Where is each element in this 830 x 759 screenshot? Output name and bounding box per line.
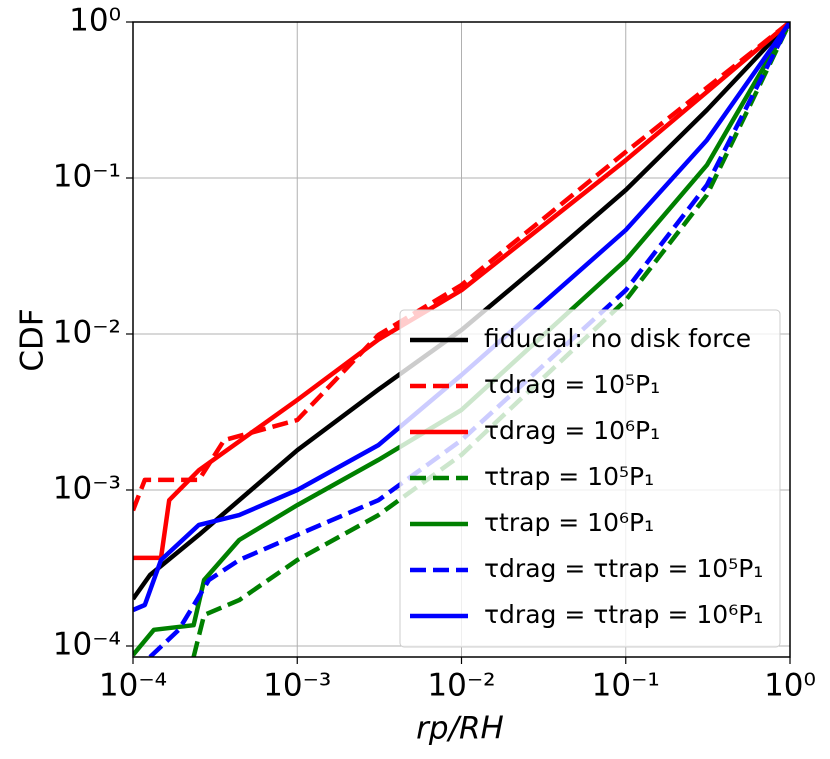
legend-label: τdrag = 10⁶P₁ bbox=[484, 416, 660, 445]
series-line bbox=[133, 22, 790, 512]
plot-lines bbox=[133, 22, 790, 657]
y-tick-label: 10⁻¹ bbox=[53, 158, 121, 194]
y-tick-label: 10⁻² bbox=[53, 314, 121, 350]
legend-label: τdrag = 10⁵P₁ bbox=[484, 370, 660, 399]
series-line bbox=[133, 22, 790, 657]
legend-box bbox=[399, 309, 781, 648]
y-tick-label: 10⁻³ bbox=[53, 470, 121, 506]
plot-frame bbox=[132, 21, 791, 658]
series-line bbox=[133, 22, 790, 613]
x-axis-label: rp/RH bbox=[416, 711, 504, 747]
legend-label: τdrag = τtrap = 10⁶P₁ bbox=[484, 600, 763, 629]
series-line bbox=[133, 22, 790, 561]
series-line bbox=[148, 22, 790, 657]
x-tick-label: 10⁰ bbox=[764, 668, 816, 704]
x-tick-label: 10⁻¹ bbox=[592, 668, 660, 704]
legend-label: τtrap = 10⁶P₁ bbox=[484, 508, 654, 537]
legend-label: τtrap = 10⁵P₁ bbox=[484, 462, 654, 491]
x-tick-label: 10⁻⁴ bbox=[99, 668, 167, 704]
x-tick-label: 10⁻² bbox=[427, 668, 495, 704]
y-tick-label: 10⁻⁴ bbox=[53, 626, 121, 662]
series-line bbox=[191, 22, 790, 657]
legend-label: τdrag = τtrap = 10⁵P₁ bbox=[484, 554, 763, 583]
y-tick-label: 10⁰ bbox=[69, 3, 121, 39]
legend-label: fiducial: no disk force bbox=[484, 324, 751, 353]
y-axis-label: CDF bbox=[15, 308, 51, 371]
x-tick-label: 10⁻³ bbox=[263, 668, 331, 704]
